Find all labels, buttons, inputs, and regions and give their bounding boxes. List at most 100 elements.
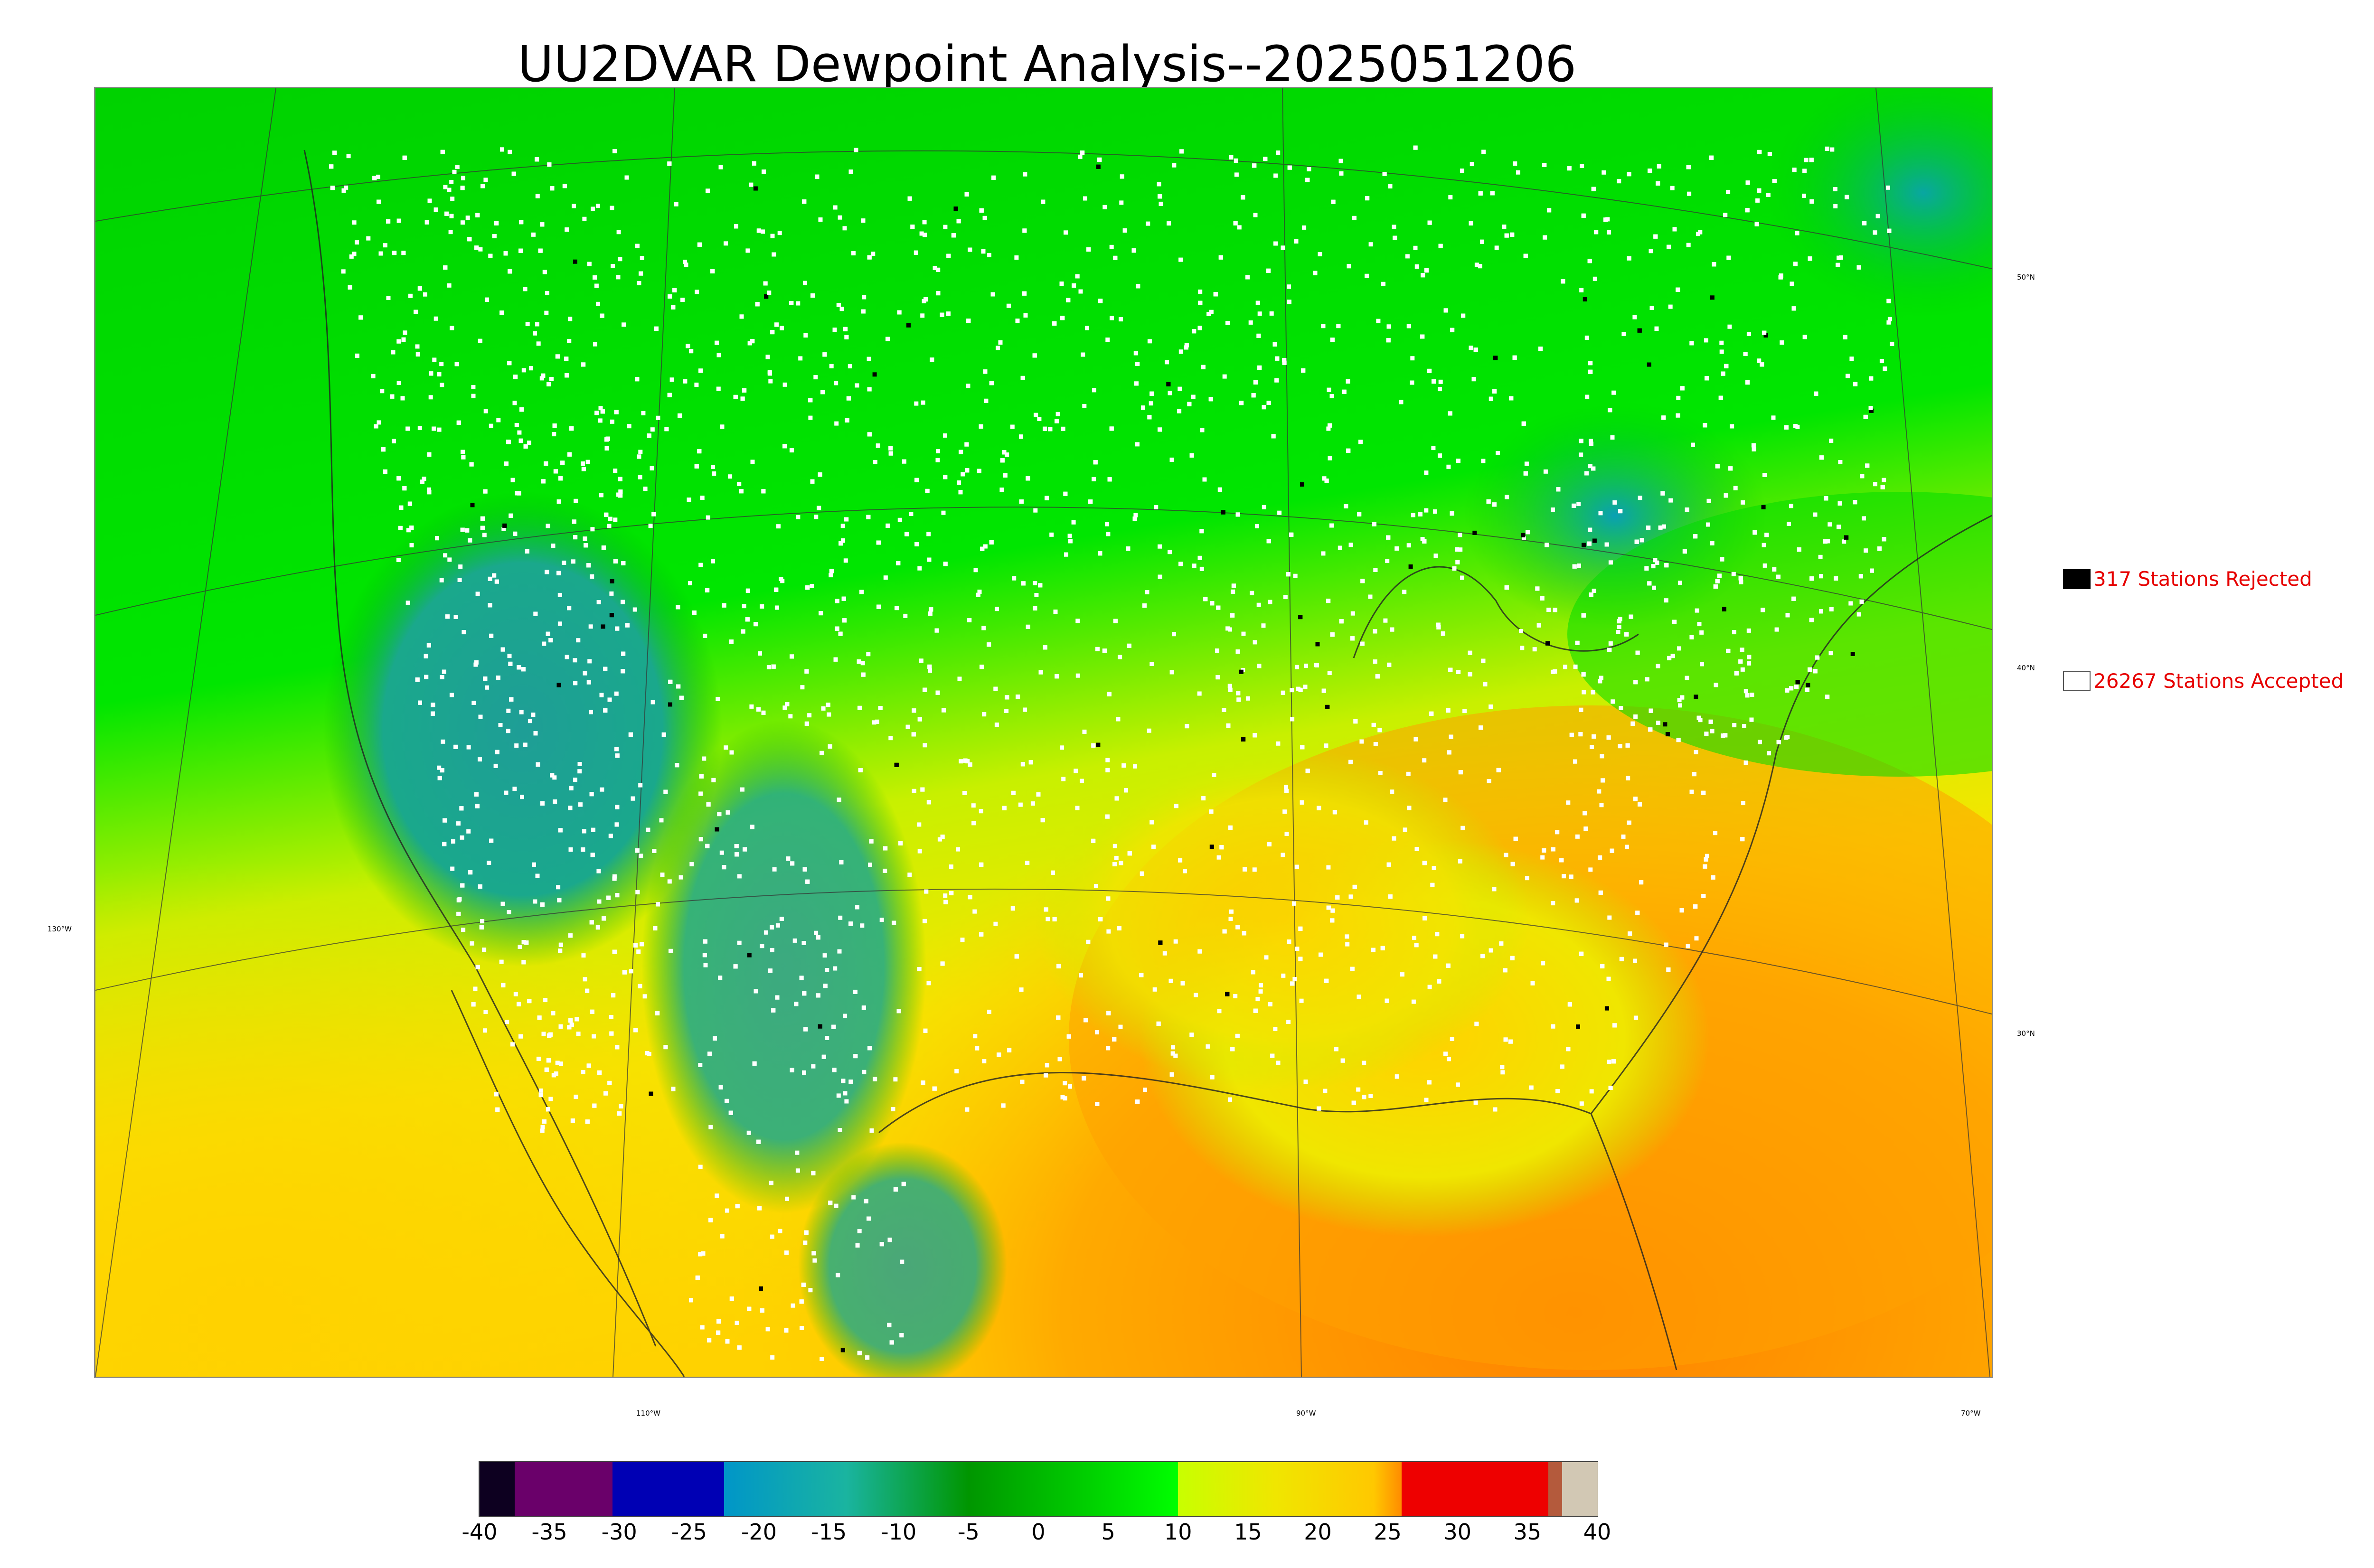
station-accepted-marker — [1112, 862, 1117, 866]
station-accepted-marker — [1328, 423, 1332, 428]
station-accepted-marker — [483, 178, 488, 182]
station-accepted-marker — [1579, 288, 1584, 292]
station-accepted-marker — [940, 835, 945, 839]
station-accepted-marker — [1234, 158, 1238, 163]
station-accepted-marker — [1344, 504, 1348, 508]
station-accepted-marker — [1732, 630, 1736, 635]
station-accepted-marker — [1198, 300, 1203, 305]
station-accepted-marker — [1443, 798, 1448, 802]
station-accepted-marker — [392, 251, 397, 255]
station-accepted-marker — [716, 386, 721, 391]
station-accepted-marker — [795, 1168, 800, 1173]
station-accepted-marker — [860, 661, 865, 666]
station-accepted-marker — [1000, 458, 1005, 463]
station-accepted-marker — [1298, 926, 1303, 931]
station-accepted-marker — [1886, 299, 1891, 303]
station-accepted-marker — [1530, 981, 1535, 986]
station-accepted-marker — [1837, 255, 1841, 260]
station-accepted-marker — [406, 528, 411, 533]
station-accepted-marker — [1538, 347, 1543, 351]
station-accepted-marker — [1305, 769, 1310, 773]
dewpoint-map[interactable] — [94, 87, 1993, 1378]
station-accepted-marker — [1660, 491, 1665, 496]
station-accepted-marker — [980, 665, 984, 669]
station-accepted-marker — [799, 976, 804, 980]
station-accepted-marker — [1432, 379, 1436, 384]
station-accepted-marker — [1332, 810, 1337, 815]
station-accepted-marker — [1473, 1100, 1478, 1105]
station-accepted-marker — [810, 293, 815, 298]
station-accepted-marker — [1865, 463, 1870, 468]
station-accepted-marker — [1093, 460, 1098, 465]
station-accepted-marker — [635, 244, 640, 248]
station-accepted-marker — [1147, 339, 1152, 344]
station-accepted-marker — [1048, 427, 1053, 432]
station-accepted-marker — [725, 1208, 729, 1213]
station-accepted-marker — [624, 175, 629, 180]
station-accepted-marker — [808, 1288, 813, 1293]
station-accepted-marker — [1661, 524, 1666, 529]
station-accepted-marker — [1209, 310, 1214, 314]
station-accepted-marker — [445, 614, 450, 619]
station-accepted-marker — [1470, 162, 1474, 167]
station-accepted-marker — [1576, 502, 1581, 507]
station-accepted-marker — [495, 1107, 500, 1112]
station-accepted-marker — [760, 1308, 764, 1313]
station-accepted-marker — [812, 1258, 817, 1263]
station-accepted-marker — [1010, 906, 1015, 911]
station-accepted-marker — [1639, 538, 1644, 543]
station-rejected-marker — [1158, 940, 1163, 945]
station-accepted-marker — [638, 450, 643, 454]
station-accepted-marker — [851, 1195, 856, 1200]
station-accepted-marker — [386, 219, 391, 224]
station-accepted-marker — [711, 778, 716, 782]
station-accepted-marker — [448, 230, 453, 235]
station-accepted-marker — [853, 1054, 858, 1059]
station-accepted-marker — [879, 918, 884, 922]
station-accepted-marker — [1607, 1060, 1611, 1064]
station-accepted-marker — [513, 531, 518, 536]
station-accepted-marker — [1427, 368, 1432, 373]
station-accepted-marker — [1833, 187, 1837, 191]
station-accepted-marker — [1652, 585, 1656, 590]
station-accepted-marker — [841, 596, 846, 601]
station-accepted-marker — [478, 884, 482, 889]
station-accepted-marker — [1873, 482, 1877, 487]
station-accepted-marker — [638, 783, 643, 788]
station-accepted-marker — [1819, 609, 1823, 614]
station-accepted-marker — [540, 801, 545, 806]
station-accepted-marker — [1860, 474, 1865, 479]
station-accepted-marker — [1239, 401, 1244, 405]
station-accepted-marker — [437, 765, 442, 770]
station-accepted-marker — [920, 787, 925, 792]
station-accepted-marker — [1446, 708, 1451, 713]
station-accepted-marker — [778, 1229, 782, 1233]
station-accepted-marker — [1002, 450, 1007, 455]
station-accepted-marker — [1388, 184, 1393, 188]
station-accepted-marker — [1677, 646, 1681, 651]
station-accepted-marker — [450, 866, 455, 871]
station-accepted-marker — [1212, 773, 1216, 777]
station-accepted-marker — [401, 251, 406, 255]
station-accepted-marker — [1414, 943, 1419, 948]
station-accepted-marker — [519, 220, 524, 225]
station-accepted-marker — [715, 340, 719, 345]
station-accepted-marker — [1793, 424, 1798, 428]
station-accepted-marker — [674, 202, 678, 207]
station-accepted-marker — [752, 1061, 757, 1066]
station-accepted-marker — [1458, 859, 1462, 864]
station-accepted-marker — [1886, 320, 1891, 325]
station-accepted-marker — [655, 1011, 660, 1015]
station-accepted-marker — [867, 387, 872, 392]
station-accepted-marker — [1382, 172, 1387, 176]
station-accepted-marker — [1368, 1094, 1373, 1098]
station-accepted-marker — [1387, 662, 1392, 667]
station-accepted-marker — [1284, 789, 1289, 793]
station-accepted-marker — [583, 671, 587, 676]
station-accepted-marker — [1591, 466, 1596, 471]
station-accepted-marker — [614, 747, 619, 751]
station-accepted-marker — [1290, 981, 1295, 986]
station-accepted-marker — [1460, 934, 1465, 939]
station-accepted-marker — [873, 460, 877, 464]
station-accepted-marker — [1757, 150, 1762, 154]
